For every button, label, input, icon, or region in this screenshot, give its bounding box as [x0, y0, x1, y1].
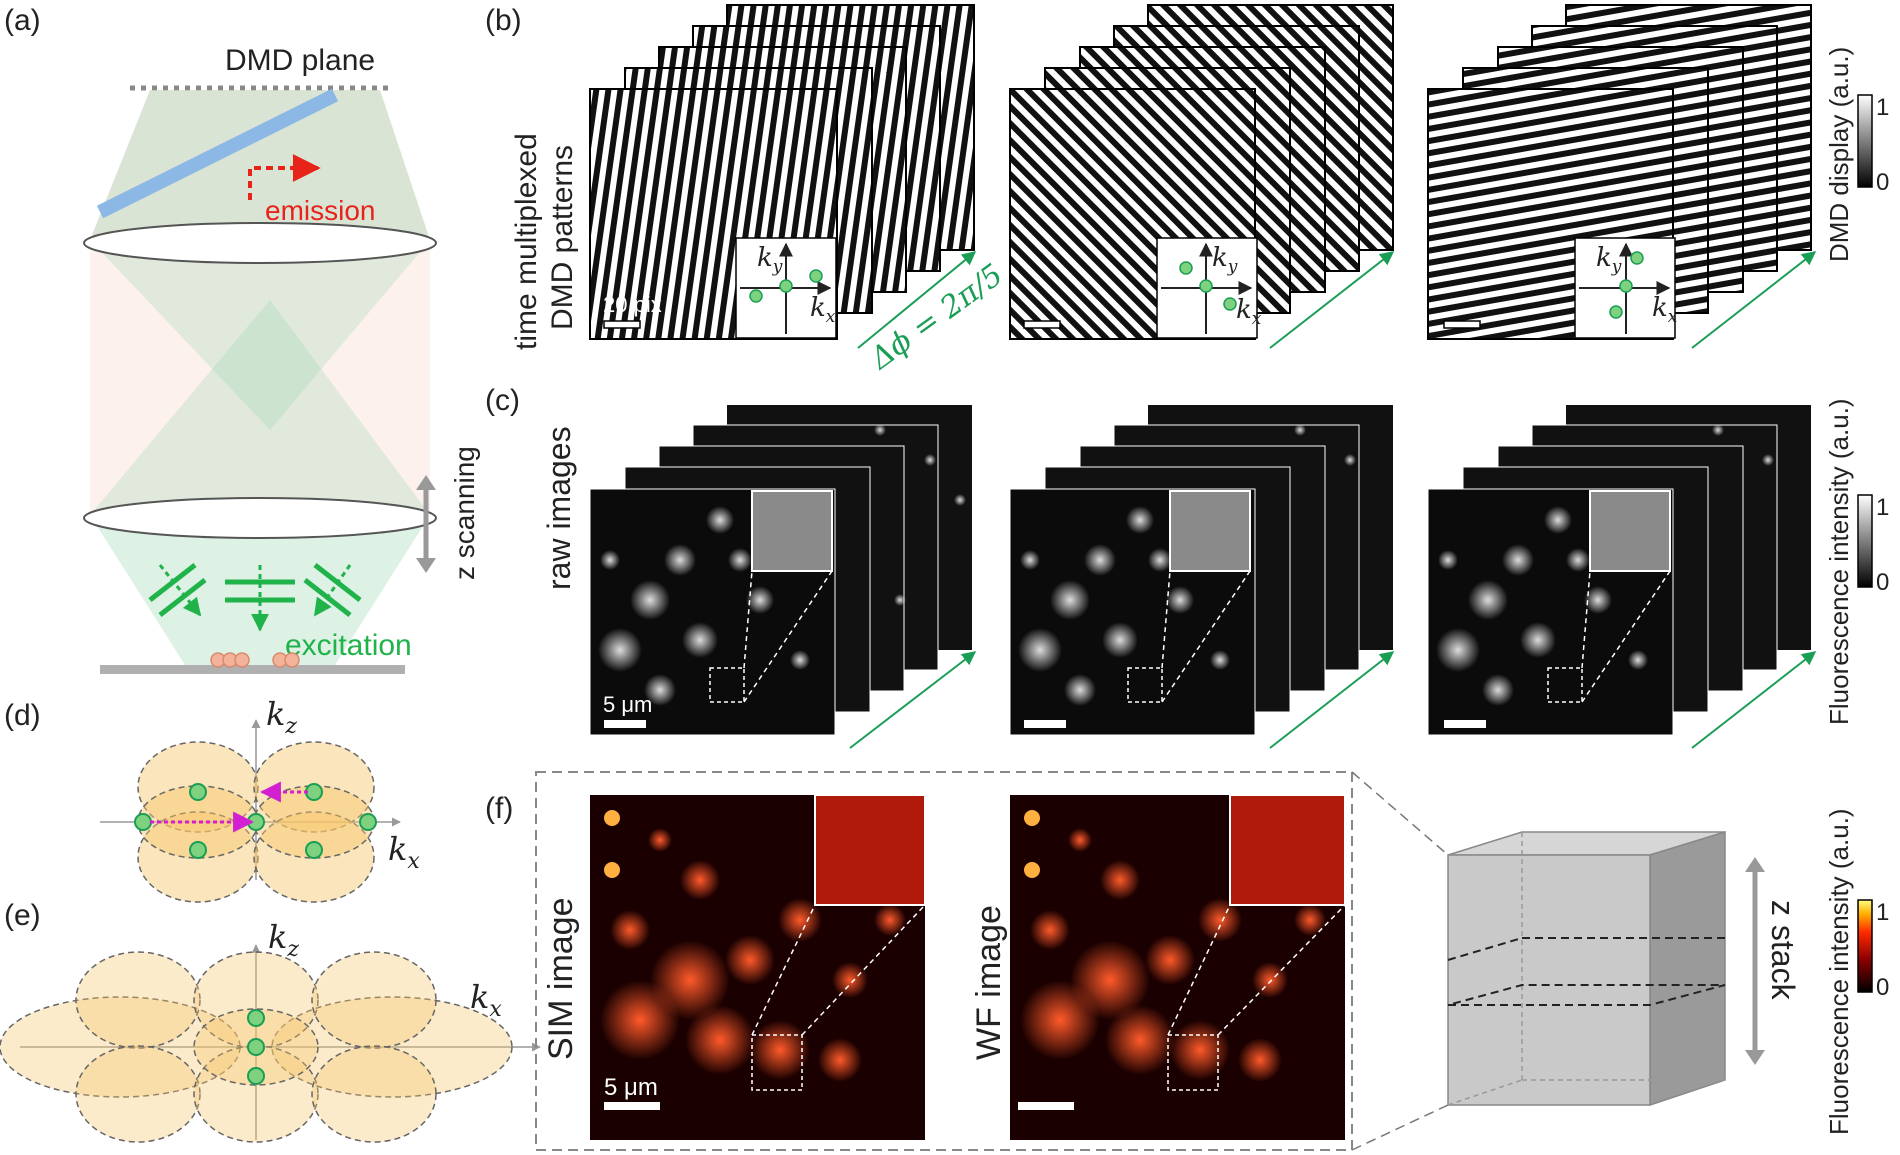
svg-text:ky: ky: [757, 243, 783, 277]
colorbar-c-max: 1: [1876, 494, 1889, 521]
colorbar-dmd: [1857, 94, 1873, 188]
upper-lens: [83, 222, 437, 264]
scalebar-c1: [604, 720, 646, 728]
pattern-stack-3: ky kx: [1427, 4, 1817, 349]
panel-b-letter: (b): [485, 4, 522, 37]
raw-inset-3: [1589, 490, 1671, 572]
excitation-arrow-left: [158, 564, 202, 617]
raw-stack-1: 5 μm: [589, 405, 977, 749]
colorbar-b-label: DMD display (a.u.): [1824, 47, 1854, 262]
wf-image: [1010, 794, 1346, 1140]
k-space-inset-2: ky kx: [1156, 237, 1262, 339]
scalebar-c2: [1024, 720, 1066, 728]
dmd-plane-label: DMD plane: [225, 44, 375, 77]
relay-beam: [90, 240, 430, 515]
colorbar-b-max: 1: [1876, 94, 1889, 121]
scalebar-label-c: 5 μm: [603, 692, 652, 717]
raw-stack-3: [1427, 405, 1817, 749]
colorbar-b-min: 0: [1876, 169, 1889, 196]
colorbar-raw: [1857, 494, 1873, 588]
colorbar-f-min: 0: [1876, 974, 1889, 1001]
k-space-inset-1: ky kx: [735, 237, 837, 339]
panel-c-letter: (c): [485, 384, 520, 417]
colorbar-sim: [1857, 899, 1873, 993]
svg-text:kx: kx: [1236, 295, 1262, 329]
sample-slide: [100, 665, 405, 674]
panel-a-setup: (a) DMD plane emission z scanning: [4, 4, 480, 674]
wf-label: WF image: [970, 905, 1008, 1060]
scalebar-f2: [1018, 1102, 1074, 1110]
z-stack-cube: [1351, 771, 1726, 1151]
scalebar-c3: [1444, 720, 1486, 728]
excitation-label: excitation: [285, 629, 412, 662]
panel-f-reconstruction: (f) SIM image WF image 5 μm: [485, 771, 1889, 1151]
z-stack-label: z stack: [1765, 900, 1801, 1001]
pattern-stack-1: 20 pix ky kx Δϕ = 2π/5: [589, 4, 1010, 377]
emission-label: emission: [265, 195, 375, 226]
lower-lens: [83, 497, 437, 539]
raw-inset-2: [1169, 490, 1251, 572]
panel-f-letter: (f): [485, 792, 513, 825]
k-space-inset-3: ky kx: [1574, 237, 1678, 339]
panel-f-frame: [535, 771, 1353, 1151]
phase-arrow-1: [857, 251, 977, 349]
panel-a-letter: (a): [4, 4, 41, 37]
panel-d-kspace: (d) kz kx: [4, 695, 420, 903]
panel-e-kspace: (e) kz kx: [0, 899, 541, 1143]
pattern-stack-2: ky kx: [1009, 4, 1395, 349]
row-b-label-1: time multiplexed: [510, 133, 543, 350]
scalebar-label-b: 20 pix: [603, 292, 662, 317]
svg-text:kz: kz: [266, 695, 297, 739]
panel-b-dmd-patterns: (b) time multiplexed DMD patterns 20 pix…: [485, 4, 1889, 377]
raw-stack-2: [1009, 405, 1395, 749]
scalebar-label-f: 5 μm: [604, 1074, 658, 1101]
colorbar-c-label: Fluorescence intensity (a.u.): [1824, 398, 1854, 725]
upper-excitation-cone: [90, 90, 430, 240]
row-b-label-2: DMD patterns: [546, 145, 579, 330]
crossing-beam-1: [90, 240, 430, 430]
row-c-label: raw images: [541, 426, 577, 590]
svg-text:ky: ky: [1212, 243, 1238, 277]
excitation-arrow-right: [313, 564, 352, 617]
colorbar-c-min: 0: [1876, 569, 1889, 596]
sim-label: SIM image: [542, 898, 580, 1061]
svg-text:kz: kz: [268, 918, 299, 962]
z-scan-arrowhead-up: [416, 475, 436, 490]
svg-text:kx: kx: [810, 293, 836, 327]
scalebar-f1: [604, 1102, 660, 1110]
emission-beam: [90, 90, 430, 240]
svg-text:kx: kx: [470, 978, 502, 1022]
colorbar-f-max: 1: [1876, 899, 1889, 926]
emission-arrow: [248, 154, 321, 200]
svg-text:kx: kx: [1652, 293, 1678, 327]
dichroic-mirror: [96, 88, 339, 219]
colorbar-f-label: Fluorescence intensity (a.u.): [1824, 808, 1854, 1135]
svg-text:ky: ky: [1596, 243, 1622, 277]
panel-c-raw-images: (c) raw images 5 μm: [485, 384, 1889, 749]
panel-d-letter: (d): [4, 699, 41, 732]
z-scan-arrowhead-down: [416, 558, 436, 573]
svg-text:kx: kx: [388, 830, 420, 874]
raw-inset-1: [751, 490, 833, 572]
phase-arrow-2: [1269, 251, 1395, 349]
crossing-beam-2: [90, 300, 430, 515]
z-scanning-label: z scanning: [449, 446, 480, 580]
pattern-frame-3: [1427, 88, 1674, 340]
scalebar-b2: [1023, 320, 1061, 329]
sim-image: 5 μm: [590, 794, 926, 1140]
scalebar-b1: [603, 320, 641, 329]
lower-excitation-cone: [90, 515, 430, 665]
scalebar-b3: [1443, 320, 1481, 329]
sample-cells: [210, 652, 300, 668]
phase-arrow-3: [1691, 251, 1817, 349]
panel-e-letter: (e): [4, 899, 41, 932]
